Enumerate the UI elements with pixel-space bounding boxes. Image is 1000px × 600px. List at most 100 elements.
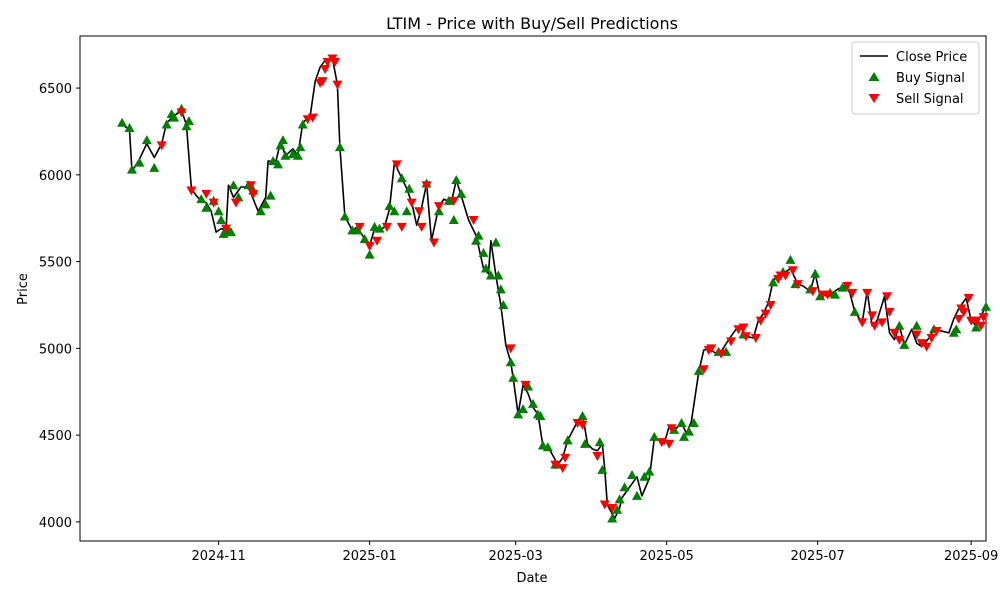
buy-signal-point (495, 284, 506, 294)
sell-signal-point (372, 236, 383, 246)
sell-signal-point (396, 222, 407, 232)
legend-buy-swatch (868, 72, 880, 81)
sell-signal-point (354, 222, 365, 232)
sell-signal-point (926, 333, 937, 343)
buy-signal-point (518, 404, 529, 414)
x-tick-label: 2024-11 (191, 549, 245, 564)
buy-signal-point (448, 214, 459, 224)
buy-signal-point (126, 164, 137, 174)
buy-signal-point (183, 116, 194, 126)
buy-signal-point (627, 470, 638, 480)
x-tick-label: 2025-09 (944, 549, 998, 564)
sell-signal-point (607, 504, 618, 514)
sell-signal-point (787, 266, 798, 276)
sell-signal-point (468, 215, 479, 225)
buy-signal-point (951, 324, 962, 334)
buy-signal-point (631, 490, 642, 500)
buy-signal-point (396, 173, 407, 183)
sell-signal-point (550, 460, 561, 470)
sell-signal-point (186, 186, 197, 196)
y-tick-label: 4500 (39, 429, 72, 444)
buy-signal-point (577, 411, 588, 421)
buy-signal-point (535, 411, 546, 421)
sell-signal-point (953, 314, 964, 324)
buy-signal-point (260, 199, 271, 209)
buy-signal-point (594, 437, 605, 447)
sell-signal-point (847, 288, 858, 298)
sell-signal-point (911, 330, 922, 340)
x-axis-label: Date (516, 571, 547, 586)
sell-signal-point (406, 198, 417, 208)
buy-signal-point (473, 230, 484, 240)
buy-signal-point (505, 357, 516, 367)
sell-signal-point (857, 318, 868, 328)
y-tick-label: 6500 (39, 82, 72, 97)
buy-signal-point (275, 140, 286, 150)
sell-signal-point (391, 160, 402, 170)
buy-signal-point (277, 135, 288, 145)
sell-signal-point (557, 464, 568, 474)
buy-signal-point (352, 225, 363, 235)
sell-signal-point (560, 453, 571, 463)
sell-signal-point (738, 323, 749, 333)
y-tick-label: 5500 (39, 256, 72, 271)
buy-signal-point (181, 121, 192, 131)
sell-signal-point (750, 333, 761, 343)
buy-signal-point (216, 214, 227, 224)
buy-signal-point (676, 417, 687, 427)
buy-signal-point (218, 228, 229, 238)
buy-signal-point (981, 301, 991, 311)
buy-signal-point (493, 270, 504, 280)
buy-signal-point (228, 180, 239, 190)
sell-signal-point (976, 321, 987, 331)
sell-signal-point (599, 500, 610, 510)
sell-signal-point (921, 342, 932, 352)
buy-signal-point (359, 234, 370, 244)
sell-signal-point (706, 344, 717, 354)
buy-signal-point (607, 513, 618, 523)
sell-signal-point (245, 181, 256, 191)
x-tick-label: 2025-07 (791, 549, 845, 564)
buy-signal-point (644, 466, 655, 476)
sell-signal-point (381, 222, 392, 232)
sell-signal-point (448, 196, 459, 206)
legend-sell-label: Sell Signal (896, 92, 964, 107)
sell-signal-point (978, 313, 989, 323)
buy-signal-point (334, 142, 345, 152)
sell-signal-point (433, 202, 444, 212)
x-tick-label: 2025-03 (489, 549, 543, 564)
buy-signal-point (911, 320, 922, 330)
buy-signal-point (117, 117, 128, 127)
legend-close-label: Close Price (896, 50, 967, 65)
buy-signal-point (508, 372, 519, 382)
buy-signal-point (579, 438, 590, 448)
sell-signal-point (505, 344, 516, 354)
buy-signal-point (639, 471, 650, 481)
buy-signal-point (149, 162, 160, 172)
buy-signal-point (899, 339, 910, 349)
sell-signal-point (884, 307, 895, 317)
sell-signal-point (156, 141, 167, 151)
buy-signal-point (513, 409, 524, 419)
buy-signal-point (849, 306, 860, 316)
y-axis-label: Price (16, 273, 31, 305)
x-tick-label: 2025-01 (342, 549, 396, 564)
sell-signal-point (726, 337, 737, 347)
sell-signal-point (963, 294, 974, 304)
buy-signal-point (971, 322, 982, 332)
sell-signal-point (656, 438, 667, 448)
buy-signal-point (485, 270, 496, 280)
buy-signal-point (451, 175, 462, 185)
buy-signal-point (201, 202, 212, 212)
legend: Close Price Buy Signal Sell Signal (851, 41, 980, 115)
buy-signal-point (124, 122, 135, 132)
sell-signal-point (916, 339, 927, 349)
buy-signal-point (141, 135, 152, 145)
buy-signal-point (649, 431, 660, 441)
buy-signal-point (456, 188, 467, 198)
sell-signal-point (869, 321, 880, 331)
sell-signal-point (320, 64, 331, 74)
x-tick-label: 2025-05 (640, 549, 694, 564)
buy-signal-point (542, 442, 553, 452)
